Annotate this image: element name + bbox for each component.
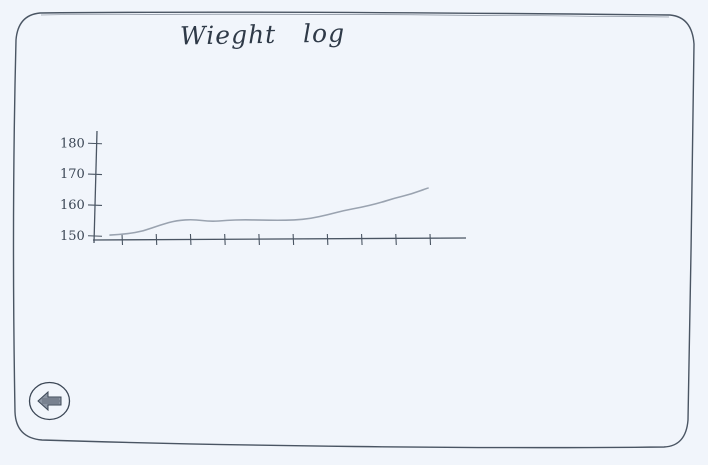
y-tick-label: 180: [60, 136, 85, 151]
y-tick: [87, 173, 103, 176]
x-tick: [224, 233, 226, 246]
y-tick: [87, 204, 103, 206]
x-tick: [258, 233, 260, 246]
x-axis: [92, 237, 467, 241]
weight-series-line: [109, 187, 429, 236]
y-tick: [87, 142, 103, 145]
y-tick-label: 160: [60, 198, 85, 213]
x-tick: [155, 233, 158, 246]
y-axis-ticks: 150 160 170 180: [60, 136, 103, 244]
y-tick-label: 150: [60, 229, 85, 244]
x-tick: [429, 233, 432, 246]
x-axis-ticks: [121, 233, 432, 246]
x-tick: [361, 233, 363, 246]
y-tick: [87, 235, 103, 237]
y-axis: [93, 130, 98, 244]
x-tick: [121, 233, 124, 246]
x-tick: [395, 233, 397, 246]
back-arrow-icon: [28, 381, 71, 421]
y-tick-label: 170: [60, 167, 85, 182]
x-tick: [189, 233, 192, 246]
x-tick: [292, 233, 295, 246]
x-tick: [326, 233, 329, 246]
back-button[interactable]: [28, 381, 71, 421]
